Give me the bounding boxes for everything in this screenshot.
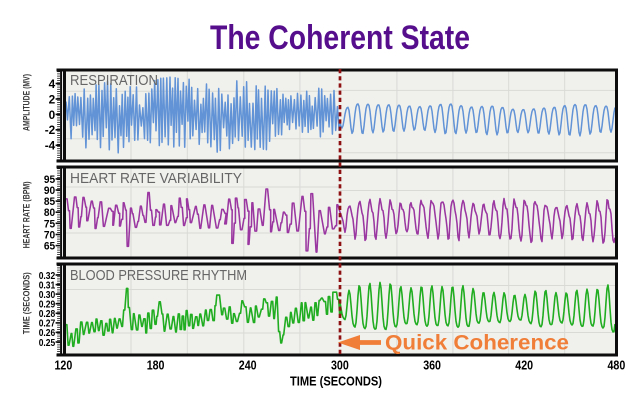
svg-text:75: 75	[44, 218, 55, 230]
svg-text:0.29: 0.29	[39, 300, 56, 311]
svg-text:95: 95	[44, 174, 55, 186]
svg-text:0.27: 0.27	[39, 319, 56, 330]
svg-text:Quick Coherence: Quick Coherence	[385, 332, 569, 355]
svg-text:0.25: 0.25	[39, 338, 56, 349]
svg-text:4: 4	[49, 77, 56, 91]
svg-text:0.30: 0.30	[39, 290, 56, 301]
svg-text:0.31: 0.31	[39, 280, 56, 291]
svg-text:BLOOD PRESSURE RHYTHM: BLOOD PRESSURE RHYTHM	[70, 267, 247, 284]
svg-text:-4: -4	[45, 139, 56, 153]
svg-text:85: 85	[44, 196, 55, 208]
svg-text:70: 70	[44, 230, 55, 242]
svg-text:240: 240	[239, 358, 257, 373]
svg-text:80: 80	[44, 207, 55, 219]
svg-text:180: 180	[147, 358, 165, 373]
svg-text:-2: -2	[45, 123, 56, 137]
svg-text:AMPLITUDE (MV): AMPLITUDE (MV)	[22, 74, 33, 131]
svg-text:65: 65	[44, 241, 55, 253]
svg-text:0.32: 0.32	[39, 271, 56, 282]
svg-text:0.28: 0.28	[39, 309, 56, 320]
svg-text:300: 300	[331, 358, 349, 373]
svg-text:The Coherent State: The Coherent State	[210, 19, 470, 57]
svg-text:480: 480	[608, 358, 626, 373]
svg-text:HEART RATE (BPM): HEART RATE (BPM)	[22, 181, 33, 248]
svg-text:HEART RATE VARIABILITY: HEART RATE VARIABILITY	[70, 170, 242, 187]
svg-text:TIME (SECONDS): TIME (SECONDS)	[22, 272, 33, 334]
svg-text:2: 2	[49, 92, 56, 106]
svg-text:0: 0	[49, 108, 56, 122]
svg-text:90: 90	[44, 185, 55, 197]
svg-text:RESPIRATION: RESPIRATION	[70, 72, 158, 89]
svg-text:0.26: 0.26	[39, 328, 56, 339]
svg-text:120: 120	[55, 358, 73, 373]
svg-text:360: 360	[423, 358, 441, 373]
svg-text:TIME (SECONDS): TIME (SECONDS)	[290, 374, 382, 389]
svg-text:420: 420	[515, 358, 533, 373]
